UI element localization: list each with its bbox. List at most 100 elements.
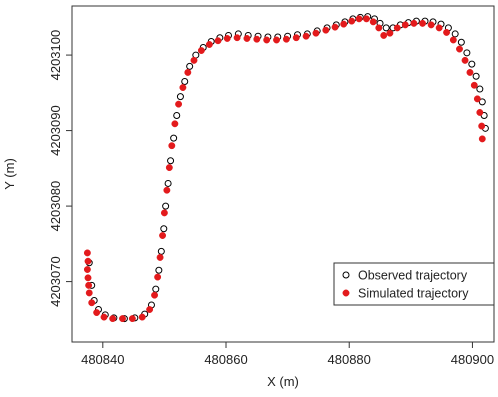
observed-point (170, 134, 178, 142)
x-tick-label: 480900 (451, 352, 494, 367)
observed-point (152, 285, 160, 293)
simulated-point (223, 35, 231, 42)
simulated-point (435, 24, 443, 32)
observed-point (463, 49, 471, 57)
simulated-point (233, 34, 241, 42)
simulated-points (83, 15, 486, 323)
simulated-point (470, 81, 478, 89)
simulated-point (146, 306, 154, 313)
simulated-point (128, 315, 136, 323)
simulated-point (473, 95, 481, 103)
simulated-point (154, 273, 162, 281)
y-tick-label: 4203090 (48, 105, 63, 156)
simulated-point (83, 266, 91, 273)
simulated-point (410, 19, 418, 27)
simulated-point (456, 45, 463, 53)
legend: Observed trajectory Simulated trajectory (333, 262, 495, 306)
simulated-point (273, 36, 280, 44)
legend-box (333, 262, 495, 306)
simulated-point (84, 274, 92, 282)
observed-point (478, 98, 486, 106)
simulated-point (348, 17, 356, 25)
simulated-point (466, 68, 474, 76)
simulated-point (461, 56, 469, 64)
plot-frame (71, 5, 495, 343)
simulated-point (401, 21, 409, 29)
simulated-point (340, 20, 348, 28)
legend-observed-label: Observed trajectory (358, 269, 468, 283)
simulated-point (331, 23, 339, 31)
simulated-point (190, 56, 198, 64)
legend-simulated-marker (342, 289, 350, 297)
observed-point (451, 30, 459, 38)
simulated-point (159, 232, 167, 239)
simulated-point (160, 209, 168, 217)
simulated-point (184, 68, 192, 76)
simulated-point (109, 315, 117, 323)
simulated-point (282, 35, 290, 43)
observed-point (173, 111, 181, 119)
simulated-point (156, 253, 164, 261)
legend-simulated-label: Simulated trajectory (358, 287, 469, 301)
simulated-point (393, 24, 401, 32)
simulated-point (427, 21, 435, 29)
simulated-point (386, 29, 394, 37)
simulated-point (100, 313, 108, 321)
x-axis-label: X (m) (267, 374, 299, 389)
observed-point (181, 78, 189, 86)
observed-point (472, 72, 480, 80)
simulated-point (380, 31, 388, 39)
simulated-point (179, 84, 187, 91)
observed-point (186, 62, 194, 70)
x-tick-label: 480880 (328, 352, 371, 367)
x-tick-label: 480840 (81, 352, 124, 367)
simulated-point (88, 299, 96, 307)
simulated-point (85, 281, 93, 289)
simulated-point (476, 109, 484, 116)
legend-observed-marker (342, 271, 350, 279)
axes-group: 480840 480860 480880 480900 4203070 4203080 42… (2, 5, 495, 389)
simulated-point (363, 15, 370, 23)
simulated-point (243, 35, 251, 42)
simulated-point (478, 122, 486, 130)
observed-point (162, 202, 170, 210)
simulated-point (375, 24, 383, 32)
simulated-point (419, 19, 426, 27)
observed-point (457, 38, 465, 46)
simulated-point (163, 186, 171, 194)
simulated-point (253, 35, 261, 43)
simulated-point (312, 29, 320, 37)
simulated-point (214, 37, 222, 45)
simulated-point (197, 47, 205, 54)
simulated-point (165, 164, 173, 172)
observed-point (160, 225, 168, 233)
simulated-point (138, 313, 146, 321)
y-tick-label: 4203070 (48, 256, 63, 307)
simulated-point (85, 289, 93, 297)
y-axis-label: Y (m) (2, 158, 17, 190)
observed-point (476, 85, 484, 93)
simulated-point (478, 135, 486, 143)
simulated-point (83, 249, 91, 257)
simulated-point (292, 34, 300, 42)
simulated-point (322, 26, 330, 34)
y-tick-label: 4203080 (48, 181, 63, 232)
simulated-point (355, 15, 363, 23)
simulated-point (443, 28, 451, 36)
x-tick-label: 480860 (204, 352, 247, 367)
simulated-point (175, 100, 183, 108)
simulated-point (302, 32, 310, 40)
simulated-point (263, 36, 271, 44)
simulated-point (93, 309, 101, 317)
simulated-point (151, 291, 159, 299)
simulated-point (449, 36, 457, 44)
observed-point (157, 247, 165, 255)
simulated-point (369, 18, 377, 26)
observed-point (176, 93, 184, 101)
y-tick-label: 4203100 (48, 30, 63, 81)
observed-point (468, 60, 476, 68)
observed-point (167, 157, 175, 165)
observed-point (382, 24, 390, 32)
